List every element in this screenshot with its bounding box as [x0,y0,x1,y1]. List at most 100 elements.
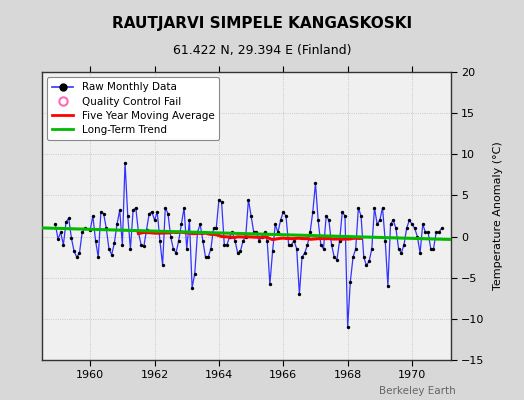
Point [217,199,226,205]
Point [373,221,381,228]
Point [328,242,336,248]
Point [94,254,102,260]
Point [432,229,440,236]
Point [285,242,293,248]
Point [381,238,389,244]
Point [156,238,164,244]
Point [274,229,282,236]
Point [73,254,81,260]
Point [239,238,247,244]
Point [301,250,309,256]
Point [188,284,196,291]
Point [75,250,84,256]
Point [330,254,339,260]
Point [78,229,86,236]
Point [225,233,234,240]
Point [258,233,266,240]
Point [234,250,242,256]
Point [386,221,395,228]
Point [298,254,306,260]
Point [268,248,277,254]
Point [81,225,89,232]
Point [59,242,68,248]
Point [134,229,143,236]
Point [231,238,239,244]
Point [290,238,298,244]
Point [335,238,344,244]
Point [287,242,296,248]
Point [201,254,210,260]
Point [427,246,435,252]
Point [424,229,432,236]
Point [102,225,111,232]
Point [434,229,443,236]
Point [397,250,406,256]
Point [204,254,212,260]
Point [89,213,97,219]
Point [153,209,161,215]
Point [384,283,392,289]
Point [182,246,191,252]
Point [349,254,357,260]
Y-axis label: Temperature Anomaly (°C): Temperature Anomaly (°C) [493,142,503,290]
Point [206,246,215,252]
Point [357,213,365,219]
Point [365,258,373,264]
Point [277,217,285,223]
Point [338,209,346,215]
Point [126,246,135,252]
Point [67,235,75,242]
Point [249,229,258,236]
Point [91,238,100,244]
Point [143,227,151,233]
Point [115,207,124,214]
Point [167,233,175,240]
Point [319,246,328,252]
Point [137,242,145,248]
Point [145,210,154,217]
Point [402,225,411,232]
Point [140,243,148,250]
Point [242,233,250,240]
Point [174,238,183,244]
Point [158,262,167,268]
Point [148,209,156,215]
Point [279,209,288,215]
Point [255,238,264,244]
Point [368,246,376,252]
Point [70,248,78,254]
Point [309,209,317,215]
Point [306,229,314,236]
Point [57,229,65,236]
Point [220,242,228,248]
Point [341,213,349,219]
Point [421,229,430,236]
Point [129,207,137,214]
Point [212,225,221,232]
Point [252,229,260,236]
Text: RAUTJARVI SIMPELE KANGASKOSKI: RAUTJARVI SIMPELE KANGASKOSKI [112,16,412,31]
Point [263,238,271,244]
Point [395,246,403,252]
Point [121,159,129,166]
Point [199,238,207,244]
Point [378,204,387,211]
Point [292,246,301,252]
Point [100,210,108,217]
Point [196,221,204,228]
Point [343,324,352,330]
Point [118,242,127,248]
Point [185,217,193,223]
Point [370,204,379,211]
Point [169,246,178,252]
Point [215,196,223,203]
Point [376,217,384,223]
Point [124,213,132,219]
Point [314,217,322,223]
Point [260,229,269,236]
Point [346,279,355,285]
Point [392,225,400,232]
Point [247,213,255,219]
Point [333,256,341,263]
Point [86,227,94,233]
